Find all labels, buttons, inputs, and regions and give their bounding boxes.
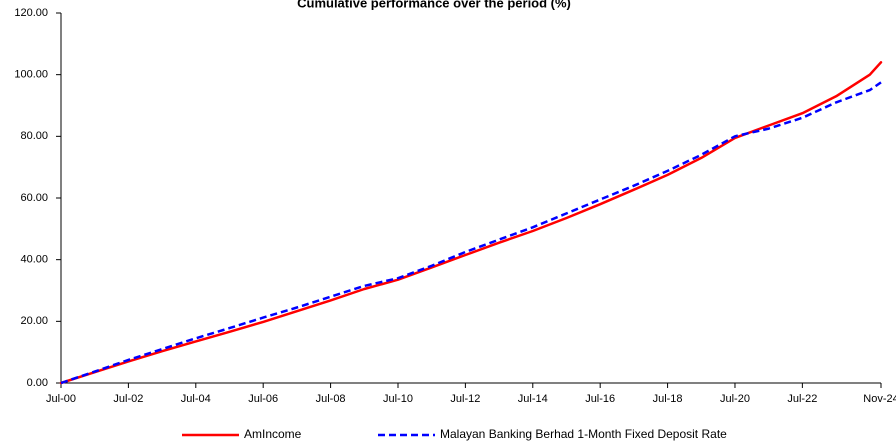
x-tick-label: Jul-22: [787, 393, 817, 405]
chart-axes: [60, 13, 881, 384]
legend-label-maybank-fd: Malayan Banking Berhad 1-Month Fixed Dep…: [440, 427, 727, 441]
y-tick-label: 80.00: [20, 130, 48, 142]
x-tick-label: Jul-06: [248, 393, 278, 405]
y-tick-label: 100.00: [14, 69, 48, 81]
x-tick-label: Jul-20: [720, 393, 750, 405]
x-tick-label: Jul-14: [518, 393, 548, 405]
x-tick-label: Nov-24: [863, 393, 896, 405]
series-line-maybank-fd: [60, 81, 882, 385]
series-line-amincome: [59, 61, 883, 385]
x-axis-ticks: Jul-00 Jul-02 Jul-04 Jul-06 Jul-08 Jul-10 Jul-…: [46, 383, 896, 405]
y-tick-label: 20.00: [20, 315, 48, 327]
x-tick-label: Jul-04: [181, 393, 211, 405]
y-axis-ticks: 0.00 20.00 40.00 60.00 80.00 100.00 120.00: [14, 7, 61, 389]
y-tick-label: 120.00: [14, 7, 48, 19]
y-tick-label: 60.00: [20, 192, 48, 204]
y-tick-label: 40.00: [20, 254, 48, 266]
x-tick-label: Jul-00: [46, 393, 76, 405]
x-tick-label: Jul-08: [316, 393, 346, 405]
x-tick-label: Jul-12: [450, 393, 480, 405]
legend: AmIncome Malayan Banking Berhad 1-Month …: [182, 427, 727, 441]
x-tick-label: Jul-02: [113, 393, 143, 405]
series-lines: [59, 61, 883, 385]
legend-label-amincome: AmIncome: [244, 427, 302, 441]
x-tick-label: Jul-10: [383, 393, 413, 405]
y-tick-label: 0.00: [27, 377, 48, 389]
x-tick-label: Jul-18: [653, 393, 683, 405]
chart-title: Cumulative performance over the period (…: [297, 0, 571, 10]
x-tick-label: Jul-16: [585, 393, 615, 405]
